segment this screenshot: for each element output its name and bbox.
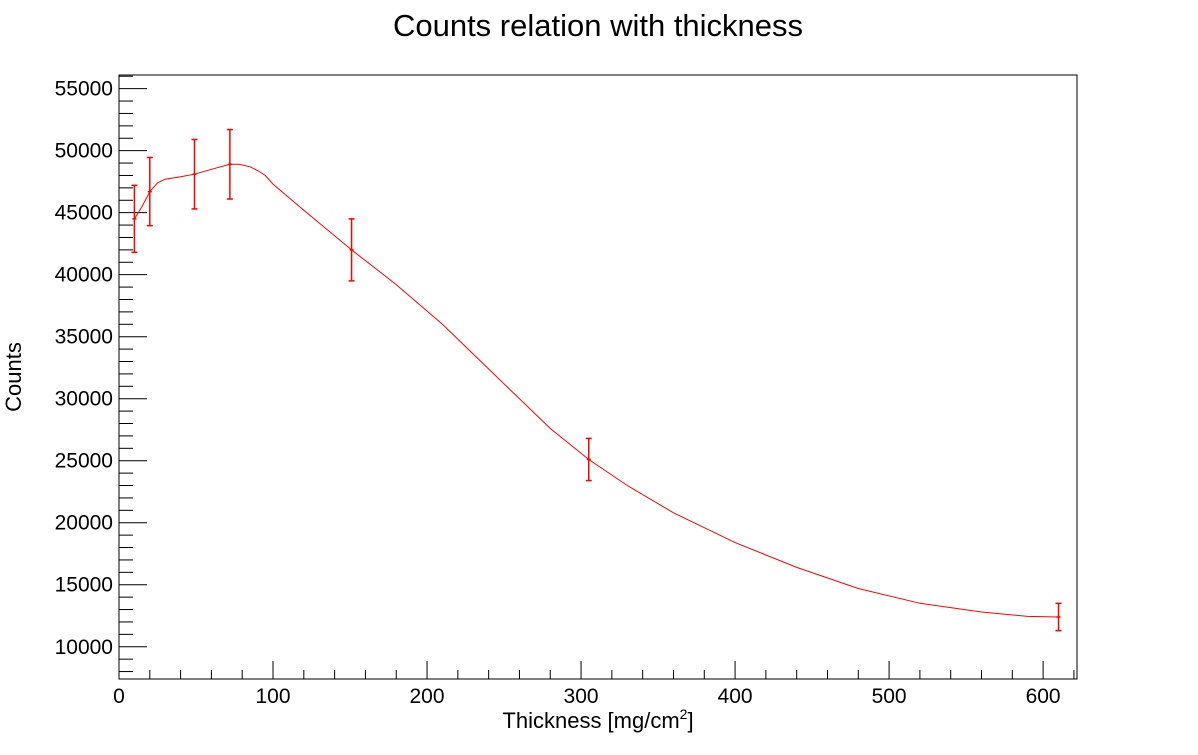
y-tick-label: 30000	[55, 388, 113, 411]
x-axis-label: Thickness [mg/cm2]	[502, 706, 693, 733]
fit-curve	[133, 163, 1059, 618]
y-tick-label: 25000	[55, 450, 113, 473]
y-tick-label: 15000	[55, 574, 113, 597]
x-axis-label-superscript: 2	[680, 706, 688, 722]
data-point	[1055, 602, 1062, 632]
data-point	[191, 138, 198, 210]
data-point	[131, 184, 138, 254]
y-tick-label: 20000	[55, 512, 113, 535]
x-axis-tick-labels: 0 100 200 300 400 500 600	[113, 685, 1060, 708]
data-points-layer	[131, 128, 1062, 632]
y-axis-tick-labels: 10000 15000 20000 25000 30000 35000 40000 45000…	[55, 78, 113, 659]
y-tick-label: 35000	[55, 326, 113, 349]
data-point	[146, 156, 153, 227]
y-tick-label: 50000	[55, 140, 113, 163]
x-tick-label: 400	[718, 685, 753, 708]
data-point	[348, 218, 355, 282]
y-tick-label: 10000	[55, 636, 113, 659]
y-tick-label: 40000	[55, 264, 113, 287]
data-point	[226, 128, 233, 200]
x-tick-label: 600	[1026, 685, 1061, 708]
x-axis-label-main: Thickness [mg/cm	[502, 708, 679, 733]
x-axis-label-end: ]	[687, 708, 693, 733]
x-tick-label: 0	[113, 685, 125, 708]
y-axis-ticks	[119, 75, 147, 673]
x-tick-label: 100	[255, 685, 290, 708]
y-axis-label: Counts	[1, 342, 26, 412]
x-tick-label: 200	[410, 685, 445, 708]
data-point	[585, 437, 592, 482]
plot-frame	[118, 74, 1078, 680]
x-tick-label: 500	[872, 685, 907, 708]
chart-title: Counts relation with thickness	[393, 8, 803, 43]
y-tick-label: 45000	[55, 202, 113, 225]
fit-curve-layer	[133, 163, 1059, 618]
x-tick-label: 300	[564, 685, 599, 708]
x-axis-ticks	[118, 661, 1075, 679]
y-tick-label: 55000	[55, 78, 113, 101]
